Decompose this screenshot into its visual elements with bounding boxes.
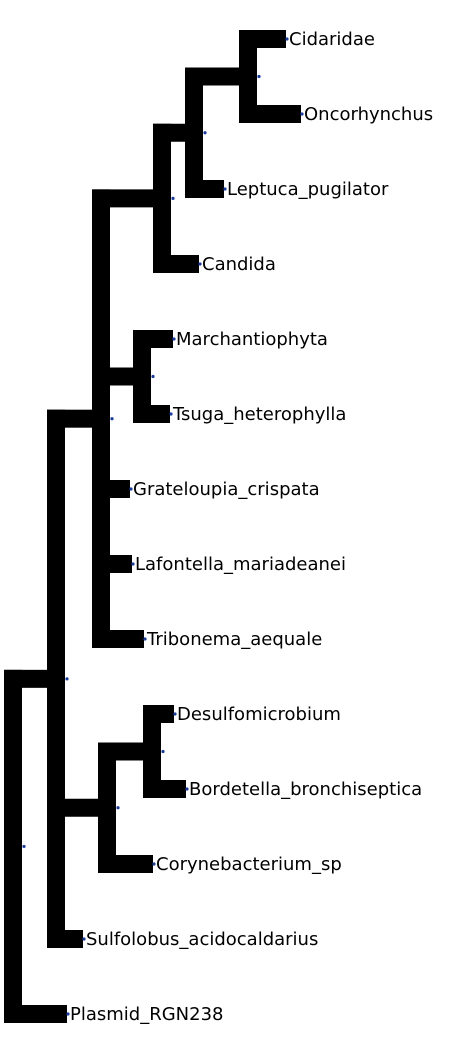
node-dot-n_d (110, 417, 113, 420)
leaf-label-sulfolobus: Sulfolobus_acidocaldarius (86, 929, 318, 950)
branch-horizontal-n_g (4, 670, 47, 688)
leaf-label-oncorhynchus: Oncorhynchus (304, 104, 433, 125)
leaf-label-lafontella: Lafontella_mariadeanei (135, 554, 346, 575)
node-dot-n_b (171, 197, 174, 200)
node-dot-n_f (116, 806, 119, 809)
node-dot-n_cid_onc (257, 75, 260, 78)
leaf-label-candida: Candida (202, 254, 276, 275)
node-dot-root (22, 845, 25, 848)
branch-horizontal-lafontella (92, 555, 132, 573)
branch-horizontal-n_a (153, 124, 185, 142)
leaf-label-marchantiophyta: Marchantiophyta (176, 329, 328, 350)
branch-vertical-n_d (92, 189, 110, 648)
node-dot-n_c (151, 375, 154, 378)
branch-horizontal-tsuga (133, 405, 170, 423)
node-dot-n_e (161, 750, 164, 753)
branch-horizontal-marchantiophyta (133, 330, 173, 348)
node-dot-n_g (65, 677, 68, 680)
branch-horizontal-n_d (47, 410, 92, 428)
leaf-label-grateloupia: Grateloupia_crispata (133, 479, 320, 500)
branch-vertical-root (4, 670, 22, 1023)
branch-horizontal-desulfomicrobium (143, 705, 174, 723)
branch-horizontal-corynebacterium (98, 855, 153, 873)
leaf-label-tsuga: Tsuga_heterophylla (172, 404, 346, 425)
branch-horizontal-n_b (92, 189, 153, 207)
leaf-label-cidaridae: Cidaridae (289, 29, 375, 50)
branch-horizontal-n_f (47, 799, 98, 817)
branch-vertical-n_a (185, 68, 203, 199)
leaf-label-desulfomicrobium: Desulfomicrobium (177, 704, 341, 725)
branch-horizontal-candida (153, 255, 199, 273)
node-dot-n_a (203, 131, 206, 134)
branch-horizontal-grateloupia (92, 480, 130, 498)
branch-vertical-n_g (47, 410, 65, 948)
leaf-label-corynebacterium: Corynebacterium_sp (156, 854, 342, 875)
leaf-label-leptuca: Leptuca_pugilator (227, 179, 389, 200)
leaf-labels: Cidaridae Oncorhynchus Leptuca_pugilator Ca… (70, 29, 433, 1025)
branch-horizontal-leptuca (185, 180, 224, 198)
branch-horizontal-n_cid_onc (185, 68, 239, 86)
leaf-label-bordetella: Bordetella_bronchiseptica (189, 779, 422, 800)
branch-horizontal-n_c (92, 368, 133, 386)
branch-horizontal-sulfolobus (47, 930, 83, 948)
branch-vertical-n_b (153, 124, 171, 273)
branch-vertical-n_f (98, 743, 116, 874)
branch-horizontal-n_e (98, 743, 143, 761)
branch-horizontal-tribonema (92, 630, 144, 648)
branch-horizontal-oncorhynchus (239, 105, 301, 123)
leaf-label-tribonema: Tribonema_aequale (146, 629, 322, 650)
branch-horizontal-cidaridae (239, 30, 286, 48)
branch-horizontal-plasmid (4, 1005, 67, 1023)
branch-horizontal-bordetella (143, 780, 186, 798)
leaf-label-plasmid: Plasmid_RGN238 (70, 1004, 224, 1025)
